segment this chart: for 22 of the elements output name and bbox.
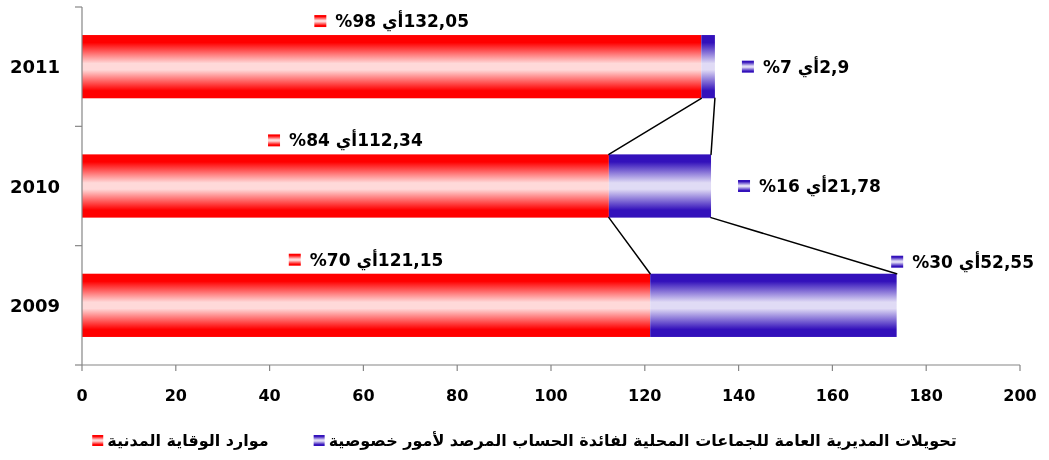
legend-label: تحويلات المديرية العامة للجماعات المحلية لفائدة الحساب المرصد لأمور خصوصية — [328, 430, 957, 450]
x-tick-label: 200 — [1003, 385, 1037, 405]
data-label: 132,05أي 98% — [335, 10, 469, 33]
data-label: 2,9أي 7% — [762, 55, 850, 78]
x-tick-label: 140 — [721, 385, 756, 405]
y-tick-label: 2010 — [9, 175, 60, 197]
data-label: 121,15أي 70% — [309, 248, 444, 271]
x-tick-label: 160 — [815, 385, 850, 405]
data-label: 21,78أي 16% — [759, 175, 881, 197]
x-tick-label: 20 — [164, 385, 187, 405]
x-tick-label: 100 — [534, 385, 568, 405]
x-tick-label: 0 — [76, 385, 88, 405]
y-tick-label: 2009 — [9, 294, 60, 316]
legend-label: موارد الوقاية المدنية — [107, 430, 269, 450]
y-tick-label: 2011 — [9, 56, 60, 78]
data-label: 112,34أي 84% — [289, 129, 423, 152]
data-label: 52,55أي 30% — [912, 250, 1034, 273]
x-tick-label: 40 — [258, 385, 281, 405]
x-tick-label: 120 — [628, 385, 662, 405]
x-tick-label: 60 — [352, 385, 375, 405]
x-tick-label: 180 — [909, 385, 943, 405]
x-tick-label: 80 — [446, 385, 469, 405]
